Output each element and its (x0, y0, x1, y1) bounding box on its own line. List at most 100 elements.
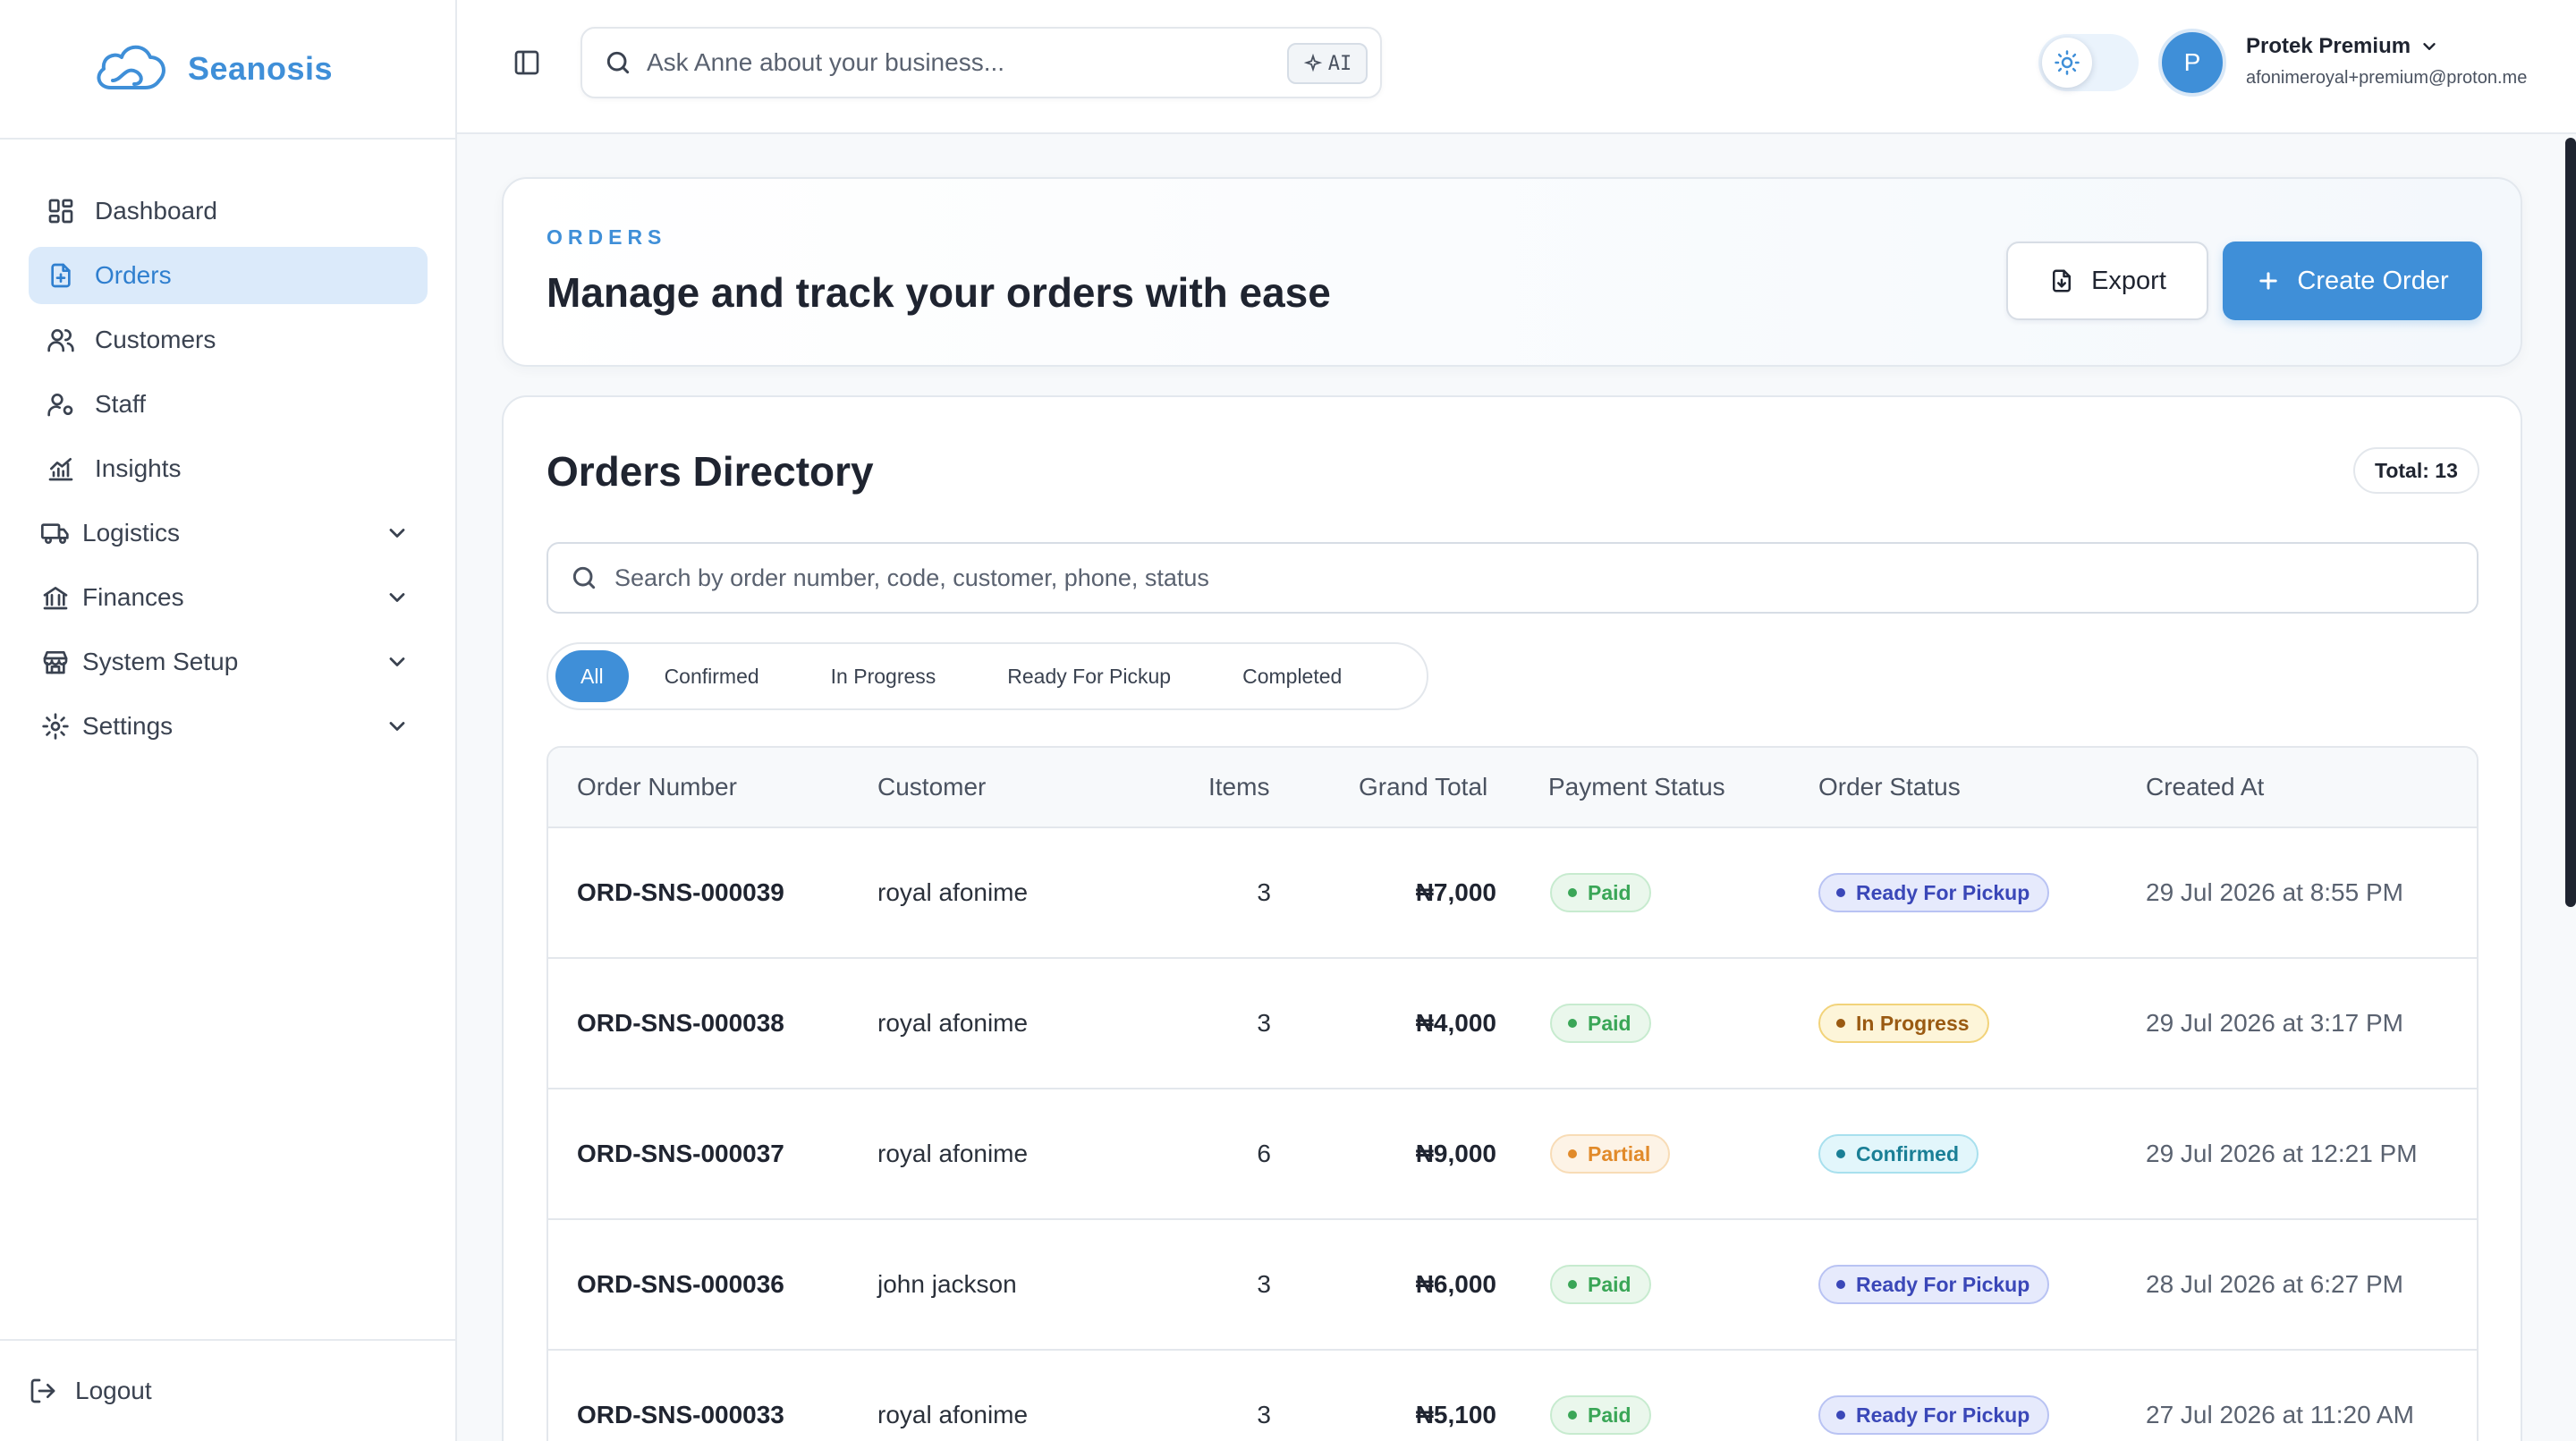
create-order-button[interactable]: Create Order (2223, 242, 2482, 320)
created-at: 29 Jul 2026 at 3:17 PM (2146, 1009, 2403, 1037)
table-row[interactable]: ORD-SNS-000037 royal afonime 6 ₦9,000 Pa… (548, 1089, 2477, 1220)
column-header[interactable]: Order Status (1818, 773, 1961, 801)
payment-status-badge: Partial (1550, 1134, 1671, 1174)
created-at: 29 Jul 2026 at 12:21 PM (2146, 1140, 2418, 1167)
table-row[interactable]: ORD-SNS-000036 john jackson 3 ₦6,000 Pai… (548, 1220, 2477, 1351)
customer-name: royal afonime (877, 878, 1029, 906)
filter-all[interactable]: All (555, 650, 629, 702)
status-dot (1836, 1411, 1845, 1420)
column-header[interactable]: Customer (877, 773, 987, 801)
directory-title: Orders Directory (547, 448, 874, 495)
order-number[interactable]: ORD-SNS-000037 (577, 1140, 784, 1167)
customer-name: royal afonime (877, 1401, 1029, 1428)
sidebar-item-dashboard[interactable]: Dashboard (29, 182, 428, 240)
sidebar-item-label: Customers (95, 326, 216, 353)
sidebar-item-system-setup[interactable]: System Setup (29, 633, 428, 691)
user-cog-icon (47, 390, 75, 419)
chevron-down-icon (385, 585, 410, 610)
plus-icon (2259, 272, 2278, 290)
grand-total: ₦9,000 (1415, 1140, 1496, 1167)
theme-toggle[interactable] (2038, 34, 2139, 91)
order-status-badge: Confirmed (1818, 1134, 1979, 1174)
sidebar-item-finances[interactable]: Finances (29, 569, 428, 626)
order-status-badge: Ready For Pickup (1818, 1395, 2050, 1435)
status-dot (1568, 1019, 1577, 1028)
brand[interactable]: Seanosis (0, 0, 455, 140)
sidebar-item-settings[interactable]: Settings (29, 698, 428, 755)
order-number[interactable]: ORD-SNS-000038 (577, 1009, 784, 1037)
export-button[interactable]: Export (2006, 242, 2208, 320)
sidebar-item-label: System Setup (82, 648, 239, 675)
payment-status-label: Paid (1588, 1272, 1631, 1296)
sidebar-item-label: Insights (95, 454, 182, 482)
avatar[interactable]: P (2158, 29, 2226, 97)
grand-total: ₦4,000 (1415, 1009, 1496, 1037)
sidebar-item-label: Orders (95, 261, 172, 289)
order-status-label: In Progress (1856, 1011, 1970, 1035)
ask-ai-search[interactable]: AI (580, 27, 1382, 98)
column-header[interactable]: Items (1208, 773, 1270, 801)
page-scrollbar[interactable] (2565, 134, 2576, 1441)
payment-status-badge: Paid (1550, 873, 1651, 912)
customer-name: royal afonime (877, 1009, 1029, 1037)
payment-status-label: Partial (1588, 1141, 1651, 1166)
order-status-label: Ready For Pickup (1856, 1403, 2030, 1427)
filter-in-progress[interactable]: In Progress (830, 664, 936, 688)
brand-name: Seanosis (188, 50, 334, 87)
item-count: 3 (1257, 878, 1271, 906)
sidebar-item-customers[interactable]: Customers (29, 311, 428, 369)
search-icon (572, 566, 596, 589)
orders-search[interactable] (547, 542, 2479, 614)
scrollbar-thumb[interactable] (2565, 138, 2576, 907)
filter-completed[interactable]: Completed (1242, 664, 1343, 688)
grand-total: ₦6,000 (1415, 1270, 1496, 1298)
dashboard-icon (47, 197, 75, 225)
ask-ai-input[interactable] (647, 48, 1273, 77)
order-number[interactable]: ORD-SNS-000033 (577, 1401, 784, 1428)
column-header[interactable]: Payment Status (1548, 773, 1725, 801)
column-header[interactable]: Created At (2146, 773, 2265, 801)
sidebar-item-logistics[interactable]: Logistics (29, 504, 428, 562)
payment-status-badge: Paid (1550, 1395, 1651, 1435)
table-row[interactable]: ORD-SNS-000033 royal afonime 3 ₦5,100 Pa… (548, 1351, 2477, 1441)
status-dot (1836, 888, 1845, 897)
table-row[interactable]: ORD-SNS-000039 royal afonime 3 ₦7,000 Pa… (548, 828, 2477, 959)
table-row[interactable]: ORD-SNS-000038 royal afonime 3 ₦4,000 Pa… (548, 959, 2477, 1089)
column-header[interactable]: Order Number (577, 773, 737, 801)
status-dot (1568, 1149, 1577, 1158)
filter-ready-for-pickup[interactable]: Ready For Pickup (1007, 664, 1172, 688)
sidebar-item-orders[interactable]: Orders (29, 247, 428, 304)
grand-total: ₦7,000 (1415, 878, 1496, 906)
ai-badge[interactable]: AI (1287, 43, 1368, 84)
order-number[interactable]: ORD-SNS-000036 (577, 1270, 784, 1298)
cloud-logo-icon (97, 45, 165, 89)
sidebar-item-insights[interactable]: Insights (29, 440, 428, 497)
ai-badge-label: AI (1327, 52, 1352, 75)
payment-status-badge: Paid (1550, 1265, 1651, 1304)
export-label: Export (2091, 266, 2166, 295)
user-menu[interactable]: Protek Premium (2246, 34, 2439, 59)
chevron-down-icon (385, 714, 410, 739)
create-order-label: Create Order (2297, 266, 2449, 295)
created-at: 29 Jul 2026 at 8:55 PM (2146, 878, 2403, 906)
created-at: 27 Jul 2026 at 11:20 AM (2146, 1401, 2414, 1428)
filter-confirmed[interactable]: Confirmed (664, 664, 759, 688)
page-title: Manage and track your orders with ease (547, 269, 1331, 316)
theme-knob (2042, 38, 2092, 88)
status-filter-tabs: All Confirmed In Progress Ready For Pick… (547, 642, 1428, 710)
user-name: Protek Premium (2246, 34, 2411, 58)
orders-table: Order Number Customer Items Grand Total … (547, 746, 2479, 1441)
status-dot (1568, 888, 1577, 897)
orders-search-input[interactable] (614, 564, 2314, 592)
sidebar-toggle-icon[interactable] (513, 48, 541, 77)
orders-header-card: ORDERS Manage and track your orders with… (502, 177, 2522, 367)
logout-button[interactable]: Logout (0, 1339, 455, 1441)
column-header[interactable]: Grand Total (1359, 773, 1488, 801)
created-at: 28 Jul 2026 at 6:27 PM (2146, 1270, 2403, 1298)
user-email: afonimeroyal+premium@proton.me (2246, 68, 2528, 88)
chevron-down-icon (2423, 43, 2436, 50)
bank-icon (41, 583, 70, 612)
payment-status-label: Paid (1588, 1011, 1631, 1035)
sidebar-item-staff[interactable]: Staff (29, 376, 428, 433)
order-number[interactable]: ORD-SNS-000039 (577, 878, 784, 906)
